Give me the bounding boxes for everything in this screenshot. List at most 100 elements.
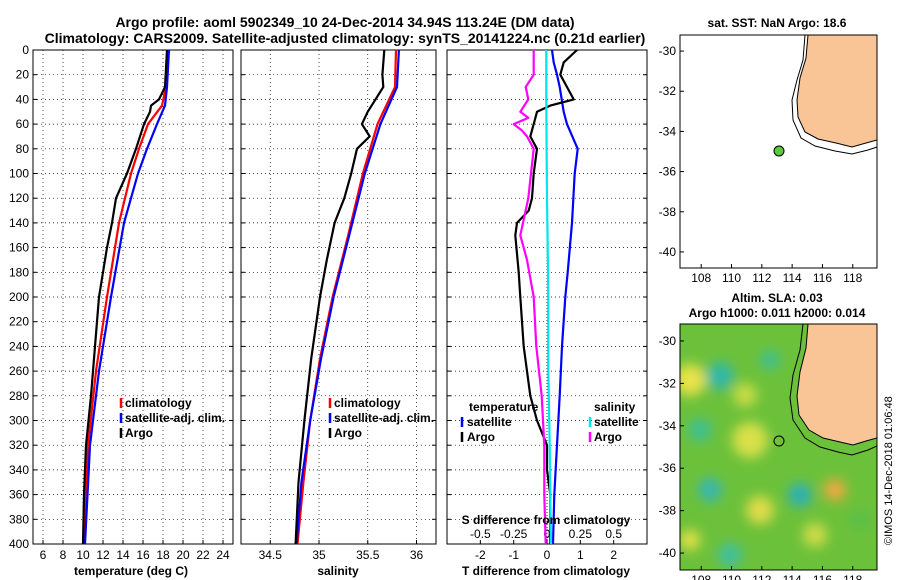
legend-label: Argo bbox=[334, 426, 362, 440]
sla-patch bbox=[746, 496, 774, 524]
s-diff-tick-label: -0.25 bbox=[500, 527, 528, 541]
y-tick-label: 60 bbox=[16, 117, 30, 131]
x-tick-label: -1 bbox=[508, 548, 519, 562]
map-x-tick-label: 118 bbox=[843, 271, 862, 285]
x-tick-label: 36 bbox=[410, 548, 424, 562]
y-tick-label: 260 bbox=[9, 364, 29, 378]
y-tick-label: 400 bbox=[9, 537, 29, 551]
x-tick-label: 24 bbox=[216, 548, 230, 562]
series-line-argo bbox=[81, 49, 169, 545]
series-line-s-satellite bbox=[545, 50, 553, 545]
x-tick-label: 14 bbox=[116, 548, 130, 562]
map-x-tick-label: 110 bbox=[722, 573, 741, 580]
y-tick-label: 320 bbox=[9, 438, 29, 452]
y-tick-label: 180 bbox=[9, 265, 29, 279]
series-line-t-satellite bbox=[550, 49, 579, 545]
y-tick-label: 200 bbox=[9, 290, 29, 304]
sla-map-land bbox=[796, 324, 877, 446]
difference-panel: -2 -1 0 1 2-0.5 -0.25 0 0.25 0.5temperaturesatel… bbox=[446, 49, 648, 562]
sst-map-land bbox=[796, 34, 878, 148]
sla-map-ticks: 108 110 112 114 116 118 -30 -32 -34 -36 -38 -40 bbox=[659, 334, 863, 580]
sla-map-coast-outline bbox=[789, 324, 877, 456]
sla-patch bbox=[850, 510, 870, 530]
x-tick-label: 6 bbox=[40, 548, 47, 562]
sst-map-argo-marker bbox=[773, 145, 785, 157]
sla-patch bbox=[803, 523, 827, 547]
y-tick-label: 360 bbox=[9, 488, 29, 502]
map-y-tick-label: -40 bbox=[659, 546, 677, 560]
map-y-tick-label: -38 bbox=[659, 205, 677, 219]
sla-patch bbox=[706, 362, 734, 390]
y-tick-label: 280 bbox=[9, 389, 29, 403]
x-tick-label: 2 bbox=[610, 548, 617, 562]
plot-frame bbox=[240, 49, 437, 545]
y-tick-label: 140 bbox=[9, 216, 29, 230]
y-tick-label: 300 bbox=[9, 414, 29, 428]
y-tick-label: 380 bbox=[9, 512, 29, 526]
x-tick-label: 18 bbox=[156, 548, 170, 562]
series-line-satellite-adj-clim- bbox=[295, 49, 400, 545]
legend-label: satellite bbox=[594, 415, 639, 429]
s-diff-tick-label: 0.25 bbox=[569, 527, 593, 541]
legend-label: satellite-adj. clim. bbox=[125, 411, 225, 425]
temperature-axis-label: temperature (deg C) bbox=[74, 564, 188, 578]
y-tick-label: 20 bbox=[16, 68, 30, 82]
map-y-tick-label: -32 bbox=[659, 376, 677, 390]
sst-map-title: sat. SST: NaN Argo: 18.6 bbox=[708, 16, 847, 30]
map-y-tick-label: -34 bbox=[659, 419, 677, 433]
map-x-tick-label: 114 bbox=[783, 271, 802, 285]
y-tick-label: 220 bbox=[9, 315, 29, 329]
x-tick-label: 20 bbox=[176, 548, 190, 562]
temperature-panel: 6 8 10 12 14 16 18 20 22 240204060801001201401601… bbox=[9, 43, 234, 562]
s-diff-tick-label: 0.5 bbox=[605, 527, 622, 541]
map-y-tick-label: -30 bbox=[659, 334, 677, 348]
map-y-tick-label: -38 bbox=[659, 504, 677, 518]
map-x-tick-label: 114 bbox=[783, 573, 802, 580]
x-tick-label: 16 bbox=[136, 548, 150, 562]
x-tick-label: 22 bbox=[196, 548, 210, 562]
s-diff-tick-label: 0 bbox=[544, 527, 551, 541]
y-tick-label: 160 bbox=[9, 241, 29, 255]
series-line-climatology bbox=[82, 49, 170, 545]
map-x-tick-label: 112 bbox=[752, 271, 771, 285]
sla-map-argo-marker bbox=[773, 435, 785, 447]
map-x-tick-label: 112 bbox=[752, 573, 771, 580]
y-tick-label: 120 bbox=[9, 191, 29, 205]
y-tick-label: 340 bbox=[9, 463, 29, 477]
x-tick-label: 0 bbox=[544, 548, 551, 562]
sla-patch bbox=[680, 364, 706, 396]
legend-heading: temperature bbox=[469, 400, 539, 414]
sla-patch bbox=[788, 483, 812, 507]
s-diff-tick-label: -0.5 bbox=[470, 527, 491, 541]
map-x-tick-label: 108 bbox=[691, 271, 711, 285]
sla-patch bbox=[680, 530, 700, 550]
x-tick-label: 1 bbox=[577, 548, 584, 562]
map-x-tick-label: 118 bbox=[843, 573, 862, 580]
series-line-s-argo bbox=[512, 50, 547, 545]
sla-map bbox=[680, 324, 877, 570]
map-y-tick-label: -36 bbox=[659, 165, 677, 179]
series-line-t-argo bbox=[514, 49, 578, 544]
x-tick-label: 12 bbox=[96, 548, 110, 562]
legend-label: satellite bbox=[467, 415, 512, 429]
imos-credit: ©IMOS 14-Dec-2018 01:06:48 bbox=[883, 396, 895, 545]
map-y-tick-label: -40 bbox=[659, 245, 677, 259]
t-difference-axis-label: T difference from climatology bbox=[462, 564, 630, 578]
sla-patch bbox=[718, 543, 742, 567]
sst-map-ticks: 108 110 112 114 116 118 -30 -32 -34 -36 -38 -40 bbox=[659, 44, 863, 285]
map-y-tick-label: -30 bbox=[659, 44, 677, 58]
y-tick-label: 100 bbox=[9, 167, 29, 181]
map-y-tick-label: -34 bbox=[659, 124, 677, 138]
map-x-tick-label: 110 bbox=[722, 271, 741, 285]
map-y-tick-label: -36 bbox=[659, 461, 677, 475]
sla-patch bbox=[688, 418, 712, 442]
s-difference-axis-label: S difference from climatology bbox=[462, 513, 631, 527]
legend-label: climatology bbox=[334, 396, 401, 410]
sla-patch bbox=[733, 383, 757, 407]
x-tick-label: 10 bbox=[76, 548, 90, 562]
y-tick-label: 80 bbox=[16, 142, 30, 156]
x-tick-label: 35 bbox=[312, 548, 326, 562]
sla-patch bbox=[824, 479, 846, 501]
sst-map bbox=[679, 34, 878, 269]
